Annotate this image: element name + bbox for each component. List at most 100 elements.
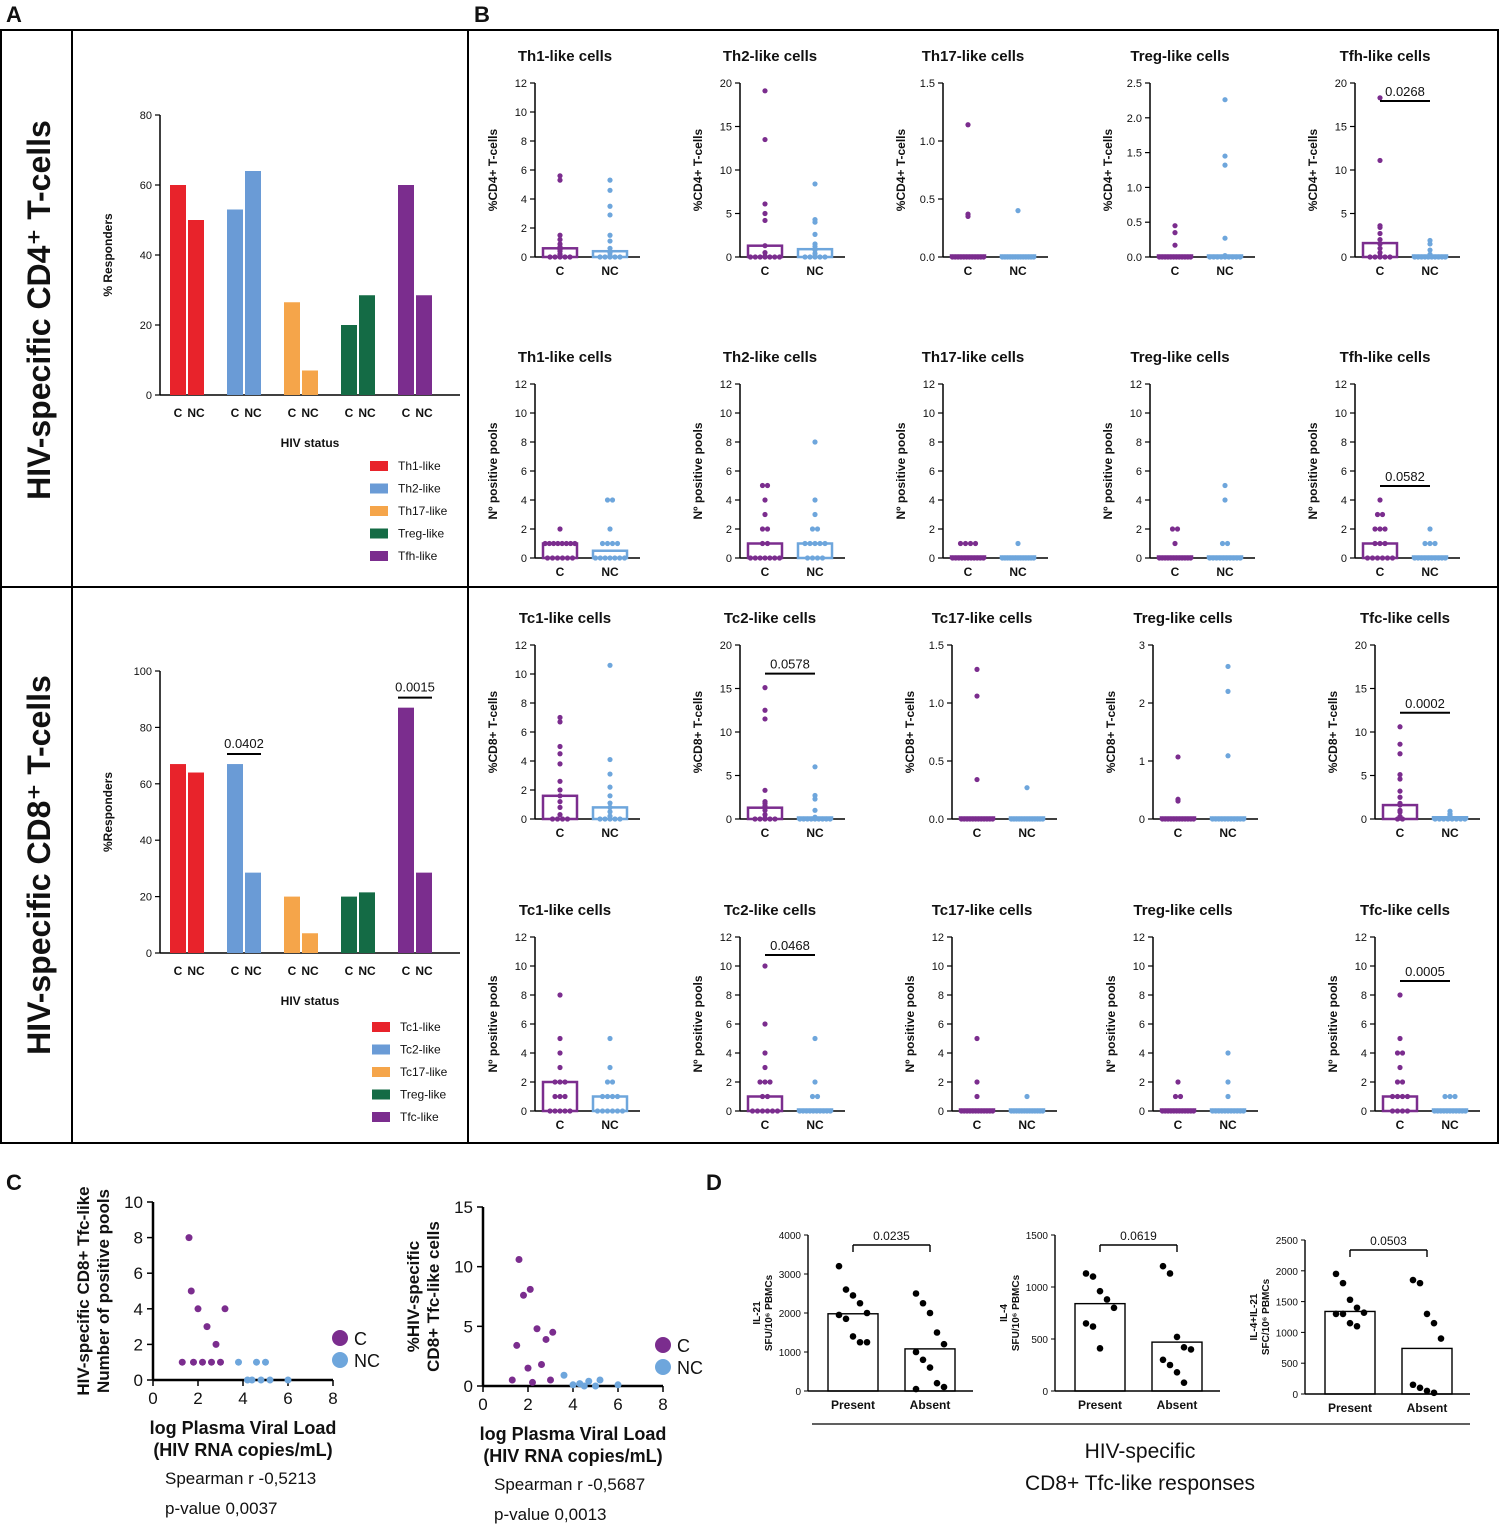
y-tick-label: 10	[720, 408, 732, 420]
x-axis-title: (HIV RNA copies/mL)	[153, 1440, 332, 1460]
bar-Tc17-like-C	[284, 896, 300, 953]
data-point-C	[551, 540, 557, 547]
bar-Present	[1074, 1302, 1126, 1392]
y-tick-label: 8	[1361, 990, 1367, 1002]
data-point-NC	[597, 555, 603, 561]
data-point-NC	[827, 816, 833, 822]
x-category-label: NC	[244, 406, 262, 420]
legend: Tc1-like Tc2-like Tc17-like Treg-like Tfc-li…	[372, 1020, 448, 1124]
y-tick-label: 1.5	[1127, 148, 1142, 160]
legend-swatch	[372, 1067, 390, 1077]
x-category-label: C	[556, 826, 565, 840]
data-point-C	[546, 540, 552, 547]
data-point-NC	[1222, 235, 1228, 241]
y-axis-title: IL-21	[752, 1301, 763, 1325]
y-tick-label: 10	[932, 961, 944, 973]
dot-plot-B_tc1_pct: Tc1-like cells 0 2 4 6 8 10 12 %CD8+ T-cells C NC	[486, 610, 640, 840]
p-value-label: 0.0005	[1405, 964, 1445, 979]
bar-chart-D_il4: 0 500 1000 1500 Present Absent 0.0619 IL-4 SFU/1…	[999, 1229, 1220, 1412]
data-point-Absent	[1180, 1344, 1188, 1351]
data-point-C	[1364, 555, 1371, 561]
y-tick-label: 20	[1355, 640, 1367, 652]
y-tick-label: 6	[929, 466, 935, 478]
data-point-C	[1397, 751, 1403, 757]
p-value-label: 0.0402	[224, 736, 264, 751]
data-point-NC	[1462, 816, 1468, 822]
y-tick-label: 1500	[1276, 1298, 1299, 1309]
y-axis-title: Nº positive pools	[486, 975, 500, 1072]
data-point-C	[199, 1358, 206, 1366]
x-axis-title: (HIV RNA copies/mL)	[483, 1446, 662, 1466]
y-tick-label: 6	[726, 1019, 732, 1031]
bar-Treg-like-NC	[359, 892, 375, 953]
y-tick-label: 2000	[779, 1309, 802, 1320]
legend-label: C	[354, 1329, 367, 1349]
data-point-NC	[809, 526, 816, 532]
data-point-C	[1404, 1108, 1411, 1114]
x-category-label: NC	[601, 1118, 619, 1132]
p-value-label: 0.0468	[770, 938, 810, 953]
data-point-C	[762, 136, 768, 143]
data-point-C	[508, 1376, 516, 1384]
data-point-C	[557, 992, 563, 998]
data-point-C	[1384, 555, 1391, 561]
y-tick-label: 1000	[779, 1348, 802, 1359]
bar-Present	[827, 1313, 879, 1392]
data-point-C	[513, 1341, 521, 1349]
y-axis-title: %CD8+ T-cells	[691, 690, 705, 773]
data-point-C	[557, 254, 563, 260]
dot-plot-B_tfc_pct: Tfc-like cells 0 5 10 15 20 %CD8+ T-cells C NC 0.…	[1326, 610, 1480, 840]
legend-swatch	[372, 1044, 390, 1055]
data-point-NC	[607, 254, 613, 260]
y-tick-label: 0	[521, 1106, 527, 1118]
x-category-label: NC	[1219, 826, 1237, 840]
correlation-plot-C_pct: 0 5 10 15 0 2 4 6 8 CNC log Plasma Viral Load(HIV …	[404, 1198, 703, 1524]
data-point-NC	[607, 771, 613, 777]
data-point-C	[557, 1035, 563, 1042]
data-point-C	[212, 1340, 220, 1348]
data-point-Absent	[926, 1309, 934, 1317]
data-point-NC	[607, 662, 613, 668]
bar-Th17-like-NC	[302, 370, 318, 395]
y-tick-label: 0	[726, 814, 732, 826]
x-category-label: C	[288, 964, 297, 978]
y-axis-title: %CD8+ T-cells	[903, 690, 917, 773]
data-point-NC	[596, 1376, 604, 1384]
data-point-C	[187, 1287, 195, 1295]
data-point-C	[1397, 788, 1403, 794]
data-point-Present	[1339, 1310, 1347, 1318]
data-point-Absent	[1166, 1361, 1174, 1369]
data-point-NC	[1207, 254, 1213, 260]
data-point-C	[1377, 95, 1383, 101]
data-point-NC	[1222, 482, 1228, 489]
y-axis-title: %CD4+ T-cells	[1101, 128, 1115, 211]
data-point-NC	[812, 1079, 818, 1085]
y-tick-label: 10	[720, 165, 732, 177]
data-point-C	[557, 1093, 563, 1100]
data-point-C	[759, 540, 766, 547]
x-category-label: NC	[1421, 264, 1439, 278]
data-point-C	[542, 1335, 550, 1343]
y-axis-title: %Responders	[101, 772, 115, 852]
data-point-C	[547, 1108, 553, 1114]
data-point-NC	[607, 238, 613, 244]
data-point-Present	[1082, 1320, 1090, 1327]
data-point-C	[774, 1108, 781, 1114]
x-category-label: C	[761, 826, 770, 840]
data-point-Absent	[1166, 1270, 1174, 1277]
data-point-Absent	[912, 1385, 920, 1393]
x-category-label: C	[174, 964, 183, 978]
data-point-NC	[814, 1093, 821, 1100]
data-point-NC	[827, 1108, 833, 1114]
data-point-Present	[1353, 1322, 1361, 1330]
y-tick-label: 12	[1133, 932, 1145, 944]
x-category-label: C	[973, 1118, 982, 1132]
data-point-NC	[284, 1376, 292, 1384]
legend-label: Th2-like	[398, 482, 441, 496]
data-point-C	[557, 1050, 563, 1056]
data-point-NC	[812, 181, 818, 187]
x-category-label: NC	[1216, 264, 1234, 278]
data-point-C	[568, 540, 574, 547]
data-point-NC	[1222, 497, 1228, 503]
plot-title: Treg-like cells	[1130, 349, 1229, 366]
